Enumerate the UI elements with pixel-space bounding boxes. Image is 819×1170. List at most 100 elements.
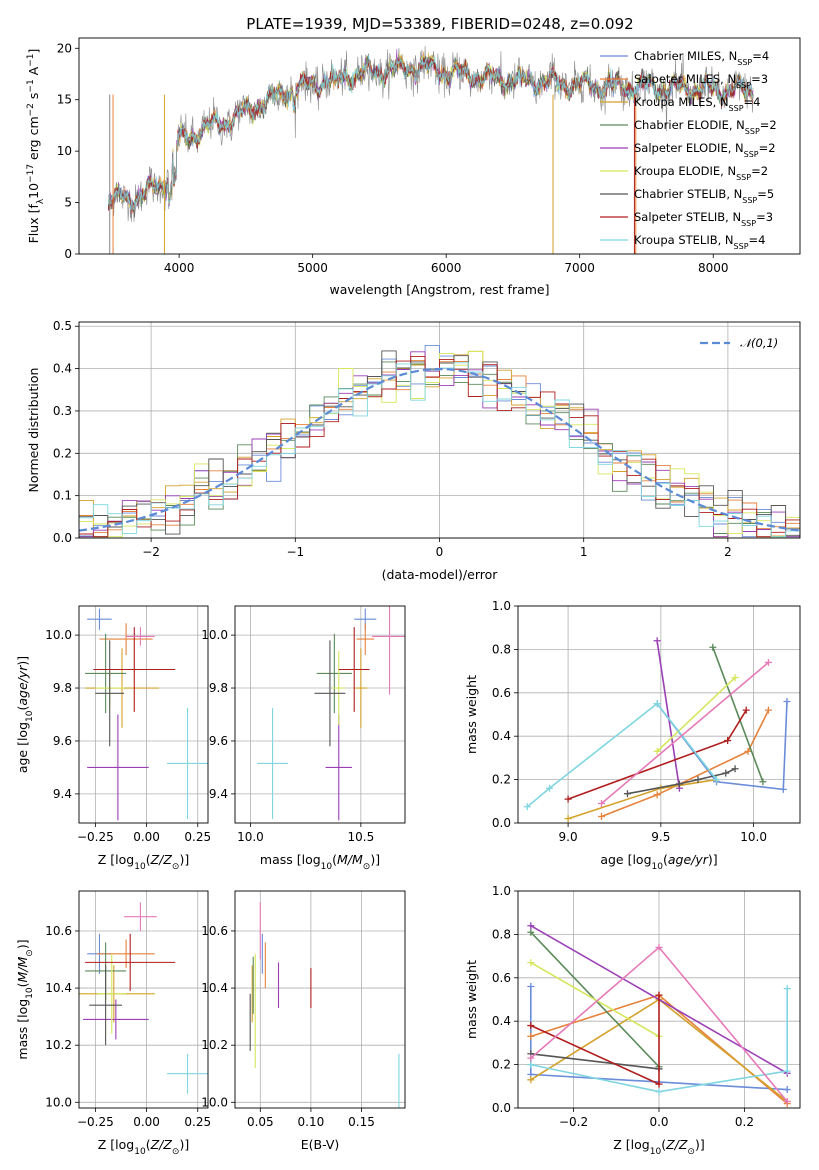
weight-marker [722, 769, 730, 777]
weight-marker [527, 922, 535, 930]
spectrum-panel: 4000 5000 6000 7000 8000 0 5 10 15 20 wavelength [… [26, 37, 801, 297]
weight-marker [694, 776, 702, 784]
weight-line [530, 961, 660, 1038]
weight-vs-metallicity-panel: −0.2 0.0 0.2 0.0 0.2 0.4 0.6 0.8 1.0 Z [log10(Z/Z… [464, 884, 801, 1157]
label-part: λ [36, 198, 46, 204]
x-tick-label: 0.25 [184, 830, 211, 844]
weight-marker [655, 991, 663, 999]
weight-marker [744, 747, 752, 755]
legend-count: =3 [751, 72, 768, 86]
label-part: Flux [f [26, 204, 41, 244]
legend-label: Salpeter ELODIE, NSSP=2 [634, 141, 776, 159]
y-axis-label: age [log10(age/yr)] [15, 656, 35, 773]
label-part: Z/Z [665, 1137, 688, 1152]
label-part: −1 [26, 54, 36, 67]
legend-label: Salpeter MILES, NSSP=3 [634, 72, 768, 90]
y-tick-label: 0.2 [492, 773, 511, 787]
label-part: ( [146, 852, 151, 867]
y-tick-label: 0.6 [492, 971, 511, 985]
weight-marker [527, 1054, 535, 1062]
legend-label: Chabrier MILES, NSSP=4 [634, 49, 769, 67]
errorbar-point [332, 650, 346, 726]
weight-marker [527, 1032, 535, 1040]
label-part: 10 [134, 1147, 146, 1157]
label-part: age [log [600, 852, 651, 867]
x-axis-label: age [log10(age/yr)] [600, 852, 717, 872]
label-part: −2 [26, 103, 36, 116]
x-tick-label: 0.25 [184, 1115, 211, 1129]
x-axis-label: wavelength [Angstrom, rest frame] [329, 282, 549, 297]
x-tick-label: 0.2 [735, 1115, 754, 1129]
weight-marker [783, 1097, 791, 1105]
weight-marker [742, 706, 750, 714]
spectrum-model-line [108, 55, 754, 211]
y-tick-label: 10.0 [201, 628, 228, 642]
x-axis-label: Z [log10(Z/Z⊙)] [98, 852, 189, 872]
label-part: 10 [321, 862, 333, 872]
legend-name: Salpeter STELIB, N [634, 210, 741, 224]
label-part: ( [15, 706, 30, 711]
x-tick-label: −0.25 [77, 830, 114, 844]
legend-sub: SSP [742, 196, 757, 205]
legend-count: =4 [752, 49, 769, 63]
errorbar-point [314, 640, 346, 747]
label-part: erg cm [26, 116, 41, 164]
errorbar-point [338, 627, 370, 712]
weight-marker [764, 706, 772, 714]
label-part: Z [log [98, 1137, 134, 1152]
errorbar-point [356, 623, 375, 655]
errorbar-point [325, 714, 353, 821]
axes-frame [78, 37, 801, 255]
weight-marker [653, 747, 661, 755]
label-part: ( [661, 1137, 666, 1152]
weight-marker [546, 784, 554, 792]
legend-sub: SSP [734, 242, 749, 251]
x-tick-label: 1 [580, 545, 588, 559]
y-axis-label: Normed distribution [26, 368, 41, 493]
y-tick-label: 0.2 [492, 1058, 511, 1072]
weight-marker [527, 1076, 535, 1084]
errorbar-point [93, 627, 176, 712]
y-tick-label: 0.4 [492, 729, 511, 743]
label-part: ⊙ [172, 862, 180, 872]
weight-marker [527, 1061, 535, 1069]
weight-marker [713, 776, 721, 784]
errorbar-point [354, 648, 368, 728]
y-tick-label: 10 [57, 144, 72, 158]
errorbar-point [95, 640, 125, 747]
x-tick-label: 10.5 [347, 830, 374, 844]
label-part: )] [15, 656, 30, 666]
x-tick-label: 10.0 [237, 830, 264, 844]
label-part: Z [log [98, 852, 134, 867]
y-tick-label: 1.0 [492, 884, 511, 898]
legend-count: =2 [759, 141, 776, 155]
weight-marker [759, 778, 767, 786]
errorbar-point [99, 623, 153, 655]
y-tick-label: 10.2 [201, 1038, 228, 1052]
errorbar-point [371, 606, 405, 695]
legend-label: 𝒩(0,1) [740, 336, 778, 350]
x-axis-label: Z [log10(Z/Z⊙)] [613, 1137, 704, 1157]
label-part: −17 [26, 164, 36, 183]
legend-label: Salpeter STELIB, NSSP=3 [634, 210, 773, 228]
weight-line [601, 709, 770, 818]
normal-reference-curve [79, 367, 800, 532]
weight-line [656, 677, 736, 752]
legend-name: Chabrier MILES, N [634, 49, 737, 63]
x-tick-label: −0.2 [559, 1115, 588, 1129]
axes-frame [78, 605, 209, 824]
y-tick-label: 9.6 [209, 734, 228, 748]
y-tick-label: 0.6 [492, 686, 511, 700]
weight-line [567, 778, 717, 820]
y-tick-label: 0.1 [53, 489, 72, 503]
legend-name: Chabrier STELIB, N [634, 187, 742, 201]
legend-label: Kroupa ELODIE, NSSP=2 [634, 164, 768, 182]
y-tick-label: 15 [57, 93, 72, 107]
y-tick-label: 0.8 [492, 927, 511, 941]
label-part: )] [179, 1137, 189, 1152]
label-part: ] [26, 49, 41, 54]
weight-marker [527, 982, 535, 990]
label-part: ⊙ [172, 1147, 180, 1157]
weight-marker [523, 803, 531, 811]
